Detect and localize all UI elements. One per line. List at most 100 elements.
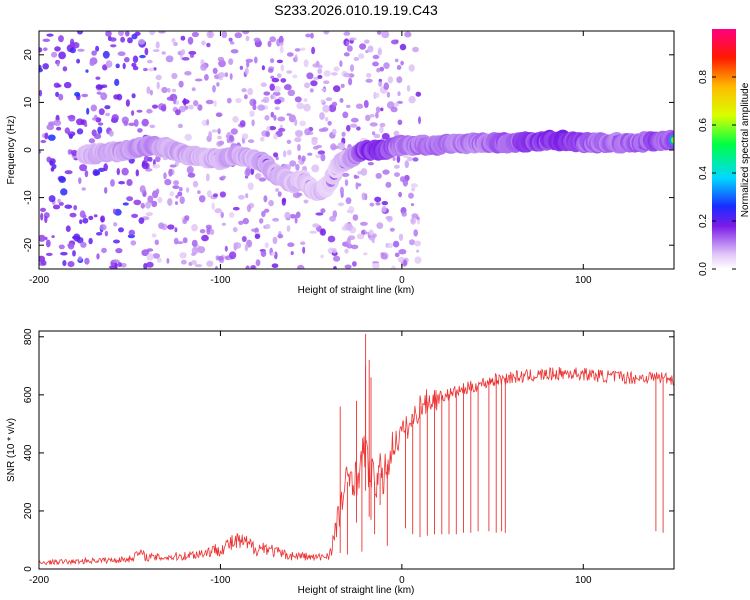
spectrogram-noise-cell xyxy=(191,224,198,232)
spectrogram-noise-cell xyxy=(42,38,51,42)
spectrogram-noise-cell xyxy=(45,239,51,248)
spectrogram-noise-cell xyxy=(353,174,357,179)
spectrogram-noise-cell xyxy=(154,239,159,246)
y-tick-label: 400 xyxy=(23,444,34,461)
spectrogram-noise-cell xyxy=(272,94,277,100)
snr-x-label: Height of straight line (km) xyxy=(298,585,415,596)
spectrogram-noise-cell xyxy=(39,89,43,97)
spectrogram-noise-cell xyxy=(268,199,274,207)
spectrogram-noise-cell xyxy=(45,252,53,256)
spectrogram-noise-cell xyxy=(312,145,319,150)
spectrogram-noise-cell xyxy=(88,215,94,221)
spectrogram-noise-cell xyxy=(161,51,166,55)
spectrogram-noise-cell xyxy=(46,33,54,37)
spectrogram-noise-cell xyxy=(168,168,173,177)
x-tick-label: 0 xyxy=(399,575,405,586)
spectrogram-noise-cell xyxy=(276,73,282,78)
snr-y-label: SNR (10 * v/v) xyxy=(6,418,17,482)
spectrogram-noise-cell xyxy=(147,195,154,204)
spectrogram-noise-cell xyxy=(287,242,295,247)
spectrogram-noise-cell xyxy=(117,51,126,56)
spectrogram-noise-cell xyxy=(309,230,318,234)
spectrogram-noise-cell xyxy=(402,154,410,159)
spectrogram-noise-cell xyxy=(273,85,281,93)
spectrogram-noise-cell xyxy=(408,64,415,72)
spectrogram-noise-cell xyxy=(345,197,352,205)
spectrogram-noise-cell xyxy=(295,211,301,219)
spectrogram-noise-cell xyxy=(221,31,228,39)
spectrogram-noise-cell xyxy=(260,136,265,142)
spectrogram-noise-cell xyxy=(276,59,283,64)
spectrogram-noise-cell xyxy=(312,223,320,228)
spectrogram-noise-cell xyxy=(381,205,387,213)
spectrogram-noise-cell xyxy=(165,55,174,63)
spectrogram-noise-cell xyxy=(310,80,318,87)
spectrogram-noise-cell xyxy=(251,228,257,232)
spectrogram-noise-cell xyxy=(206,228,211,235)
snr-y-axis: 0 200 400 600 800 xyxy=(23,328,674,572)
spectrogram-noise-cell xyxy=(146,253,154,261)
spectrogram-noise-cell xyxy=(394,58,399,63)
spectrogram-noise-cell xyxy=(58,51,66,60)
spectrogram-noise-cell xyxy=(274,99,282,105)
spectrogram-noise-cell xyxy=(365,78,373,83)
spectrogram-noise-cell xyxy=(214,265,219,269)
spectrogram-noise-cell xyxy=(194,264,203,268)
spectrogram-noise-cell xyxy=(84,123,88,127)
spectrogram-noise-cell xyxy=(304,128,311,136)
spectrogram-noise-cell xyxy=(139,54,146,59)
spectrogram-noise-cell xyxy=(414,240,421,247)
spectrogram-noise-cell xyxy=(275,188,280,192)
spectrogram-noise-cell xyxy=(290,251,294,256)
spectrogram-noise-cell xyxy=(344,264,352,269)
spectrogram-noise-cell xyxy=(54,46,61,52)
spectrogram-noise-cell xyxy=(143,67,148,72)
spectrogram-noise-cell xyxy=(267,68,274,73)
spectrogram-noise-cell xyxy=(60,251,68,256)
spectrogram-noise-cell xyxy=(99,224,107,231)
spectrogram-noise-cell xyxy=(178,187,183,192)
spectrogram-noise-cell xyxy=(201,234,209,242)
spectrogram-noise-cell xyxy=(89,60,95,67)
spectrogram-noise-cell xyxy=(412,157,419,162)
spectrogram-noise-cell xyxy=(283,84,292,91)
spectrogram-noise-cell xyxy=(76,128,84,135)
spectrogram-noise-cell xyxy=(53,119,62,126)
spectrogram-noise-cell xyxy=(131,213,139,218)
spectrogram-noise-cell xyxy=(151,200,158,208)
spectrogram-noise-cell xyxy=(282,150,287,158)
spectrogram-noise-cell xyxy=(284,211,291,220)
spectrogram-noise-cell xyxy=(376,222,384,230)
spectrogram-noise-cell xyxy=(81,187,86,191)
spectrogram-noise-cell xyxy=(121,167,129,176)
spectrogram-noise-cell xyxy=(230,41,235,45)
spectrogram-noise-cell xyxy=(325,97,333,102)
spectrogram-noise-cell xyxy=(270,111,275,118)
spectrogram-noise-cell xyxy=(393,102,400,107)
spectrogram-noise-cell xyxy=(72,250,76,257)
spectrogram-noise-cell xyxy=(286,225,291,232)
spectrogram-noise-cell xyxy=(47,134,56,141)
spectrogram-noise-cell xyxy=(399,43,407,51)
y-tick-label: 0 xyxy=(23,147,34,153)
spectrogram-noise-cell xyxy=(261,65,265,71)
spectrogram-noise-cell xyxy=(217,56,225,62)
spectrogram-noise-cell xyxy=(280,64,285,72)
spectrogram-y-label: Frequency (Hz) xyxy=(6,116,17,185)
spectrogram-noise-cell xyxy=(273,134,278,140)
spectrogram-noise-cell xyxy=(96,253,100,260)
spectrogram-noise-cell xyxy=(416,216,420,220)
spectrogram-noise-cell xyxy=(137,128,143,133)
spectrogram-noise-cell xyxy=(344,248,349,254)
spectrogram-noise-cell xyxy=(140,202,145,209)
spectrogram-y-axis: -20 -10 0 10 20 xyxy=(23,49,674,252)
spectrogram-noise-cell xyxy=(58,176,66,184)
spectrogram-noise-cell xyxy=(323,31,330,35)
spectrogram-noise-cell xyxy=(238,220,244,225)
spectrogram-noise-cell xyxy=(113,239,120,244)
spectrogram-noise-cell xyxy=(213,100,217,107)
spectrogram-noise-cell xyxy=(125,31,130,37)
spectrogram-noise-cell xyxy=(346,124,351,132)
spectrogram-noise-cell xyxy=(178,105,186,113)
spectrogram-noise-cell xyxy=(296,102,305,110)
